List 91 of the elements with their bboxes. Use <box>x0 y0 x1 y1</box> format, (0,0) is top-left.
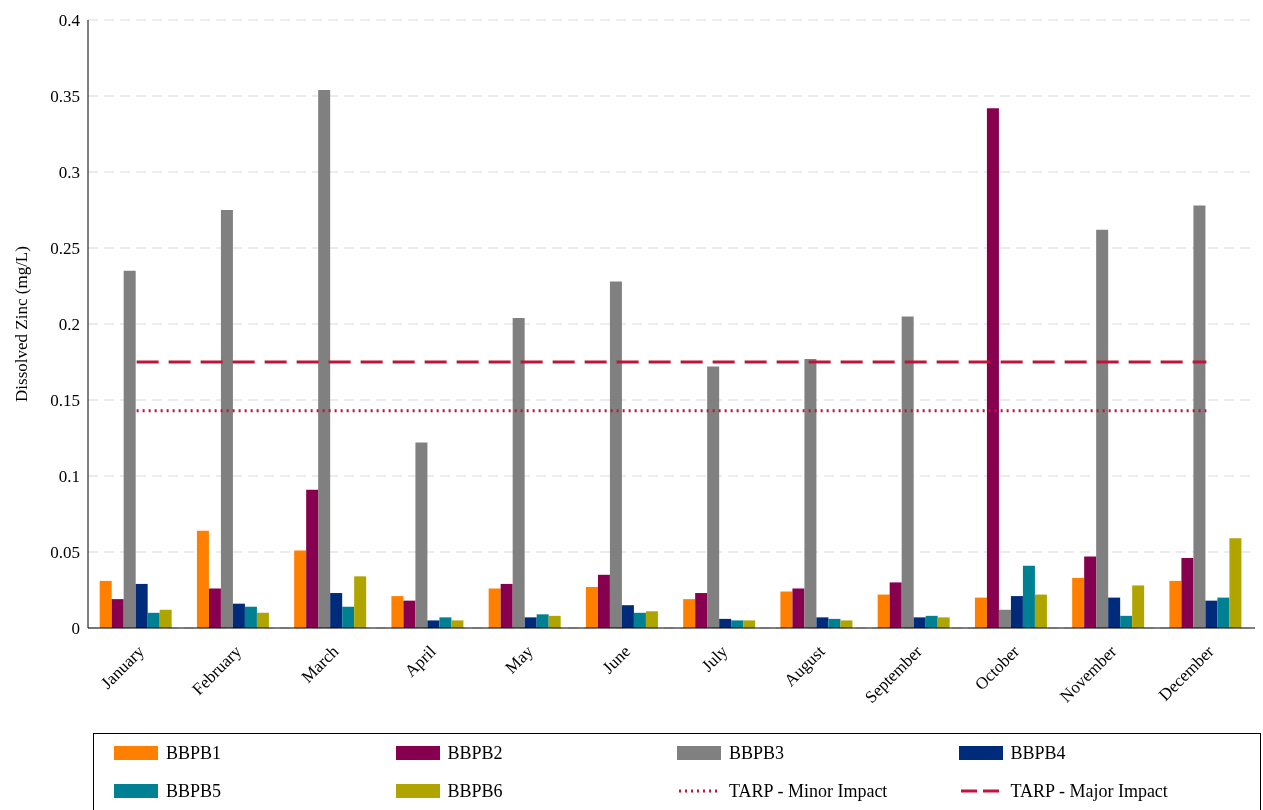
bar <box>986 108 999 628</box>
bar <box>585 586 598 628</box>
bar <box>147 612 160 628</box>
bar <box>609 281 622 628</box>
bar <box>99 580 112 628</box>
legend-label: BBPB4 <box>1010 742 1066 764</box>
bar <box>536 614 549 628</box>
bar <box>816 617 829 628</box>
bar <box>840 620 853 628</box>
bar <box>524 617 537 628</box>
bar <box>889 582 902 628</box>
bar <box>792 588 805 628</box>
bar <box>342 606 355 628</box>
bar <box>743 620 756 628</box>
bar <box>391 596 404 628</box>
bar <box>232 603 245 628</box>
bar <box>925 615 938 628</box>
bar <box>937 617 950 628</box>
bar <box>196 530 209 628</box>
bar <box>1084 556 1097 628</box>
bar <box>451 620 464 628</box>
bar <box>306 489 319 628</box>
bar <box>1034 594 1047 628</box>
bar <box>804 358 817 628</box>
bar <box>877 594 890 628</box>
y-tick-label: 0.05 <box>50 543 80 563</box>
legend-label: BBPB6 <box>447 780 503 802</box>
bar <box>354 576 367 628</box>
bar <box>780 591 793 628</box>
bar <box>244 606 257 628</box>
y-tick-label: 0.35 <box>50 87 80 107</box>
bar <box>1096 229 1109 628</box>
bar <box>1217 597 1230 628</box>
y-axis-title: Dissolved Zinc (mg/L) <box>12 246 32 402</box>
y-tick-label: 0.15 <box>50 391 80 411</box>
bar <box>1169 580 1182 628</box>
legend-label: BBPB2 <box>447 742 503 764</box>
bar <box>512 317 525 628</box>
legend-label: BBPB1 <box>166 742 222 764</box>
bar <box>135 583 148 628</box>
bar <box>548 615 561 628</box>
bar <box>683 599 696 628</box>
bar <box>1120 615 1133 628</box>
bar <box>403 600 416 628</box>
bar <box>439 617 452 628</box>
bar <box>913 617 926 628</box>
bar <box>1205 600 1218 628</box>
bar <box>123 270 136 628</box>
bar <box>1193 205 1206 628</box>
bar <box>998 609 1011 628</box>
bar <box>633 612 646 628</box>
bar <box>1132 585 1145 628</box>
bar <box>597 574 610 628</box>
bar <box>256 612 269 628</box>
bar <box>731 620 744 628</box>
legend-label: BBPB3 <box>729 742 785 764</box>
bar <box>427 620 440 628</box>
bar <box>294 550 307 628</box>
y-tick-label: 0.1 <box>58 467 80 487</box>
bar <box>901 316 914 628</box>
legend-label: BBPB5 <box>166 780 222 802</box>
y-tick-label: 0.25 <box>50 239 80 259</box>
bar <box>645 611 658 628</box>
bar <box>318 89 331 628</box>
bar <box>1181 558 1194 628</box>
legend-label: TARP - Major Impact <box>1010 780 1168 802</box>
bar <box>159 609 172 628</box>
x-tick-label: June <box>598 641 635 678</box>
bar <box>695 593 708 628</box>
bar <box>330 593 343 628</box>
bar <box>208 588 221 628</box>
bar <box>974 597 987 628</box>
x-tick-label: May <box>501 641 538 678</box>
bar <box>707 366 720 628</box>
bar <box>220 210 233 628</box>
x-tick-label: July <box>697 641 732 676</box>
legend-label: TARP - Minor Impact <box>729 780 888 802</box>
bar <box>415 442 428 628</box>
bar <box>488 588 501 628</box>
bar <box>500 583 513 628</box>
y-tick-label: 0.4 <box>58 11 81 31</box>
y-tick-label: 0.3 <box>58 163 80 183</box>
bar <box>1072 577 1085 628</box>
bar <box>621 605 634 628</box>
bar <box>1229 538 1242 628</box>
bar <box>1010 596 1023 628</box>
bar <box>111 599 124 628</box>
y-tick-label: 0 <box>71 619 80 639</box>
bar <box>1108 597 1121 628</box>
y-tick-label: 0.2 <box>58 315 80 335</box>
bar <box>1022 565 1035 628</box>
